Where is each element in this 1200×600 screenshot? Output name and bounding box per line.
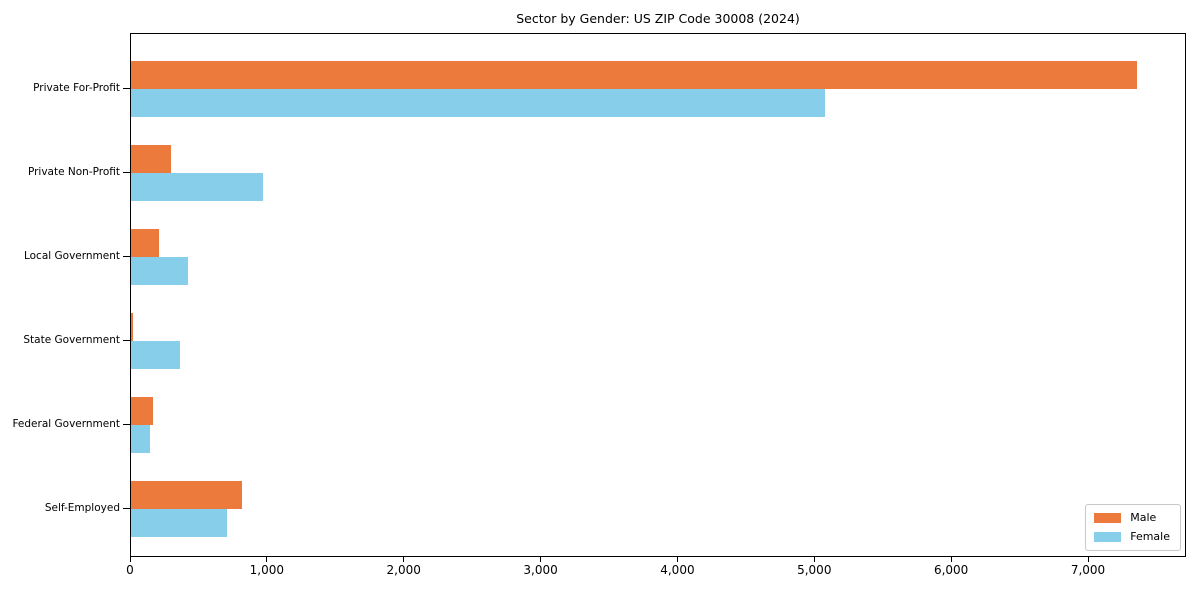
legend-label-male: Male — [1130, 511, 1157, 524]
x-tick-mark — [676, 557, 678, 562]
bar-male-state-government — [131, 313, 133, 341]
bar-male-local-government — [131, 229, 160, 257]
bar-female-state-government — [131, 341, 180, 369]
x-tick-mark — [1087, 557, 1089, 562]
legend: Male Female — [1085, 504, 1181, 551]
bar-male-private-for-profit — [131, 61, 1137, 89]
y-tick-mark — [123, 172, 130, 173]
x-tick-label-5000: 5,000 — [797, 563, 832, 577]
y-tick-label-local-government: Local Government — [23, 250, 120, 262]
chart-title: Sector by Gender: US ZIP Code 30008 (202… — [516, 11, 800, 26]
x-tick-label-7000: 7,000 — [1070, 563, 1106, 577]
y-tick-label-state-government: State Government — [23, 334, 120, 346]
x-tick-label-6000: 6,000 — [933, 563, 969, 577]
x-tick-label-4000: 4,000 — [660, 563, 695, 577]
bar-female-local-government — [131, 257, 188, 285]
y-tick-mark — [123, 508, 130, 509]
bar-female-private-non-profit — [131, 173, 263, 201]
x-tick-mark — [129, 557, 131, 562]
x-tick-label-1000: 1,000 — [249, 563, 285, 577]
bar-female-federal-government — [131, 425, 151, 453]
y-tick-label-private-non-profit: Private Non-Profit — [27, 166, 120, 178]
legend-item-male: Male — [1094, 511, 1170, 524]
y-tick-label-self-employed: Self-Employed — [44, 502, 120, 514]
x-tick-label-3000: 3,000 — [523, 563, 558, 577]
bar-female-private-for-profit — [131, 89, 825, 117]
female-series-swatch — [1094, 531, 1122, 542]
legend-item-female: Female — [1094, 530, 1170, 543]
male-series-swatch — [1094, 512, 1122, 523]
x-tick-mark — [813, 557, 815, 562]
y-tick-mark — [123, 256, 130, 257]
y-tick-mark — [123, 424, 130, 425]
x-tick-mark — [266, 557, 268, 562]
x-tick-label-0: 0 — [126, 563, 134, 577]
x-tick-label-2000: 2,000 — [386, 563, 421, 577]
plot-area: Male Female — [130, 33, 1186, 557]
y-tick-label-federal-government: Federal Government — [12, 418, 120, 430]
bar-female-self-employed — [131, 509, 227, 537]
x-tick-mark — [950, 557, 952, 562]
y-tick-label-private-for-profit: Private For-Profit — [33, 82, 120, 94]
y-tick-mark — [123, 88, 130, 89]
bar-male-private-non-profit — [131, 145, 171, 173]
bar-male-self-employed — [131, 481, 242, 509]
legend-label-female: Female — [1130, 530, 1170, 543]
y-tick-mark — [123, 340, 130, 341]
x-tick-mark — [403, 557, 405, 562]
bar-male-federal-government — [131, 397, 154, 425]
x-tick-mark — [540, 557, 542, 562]
